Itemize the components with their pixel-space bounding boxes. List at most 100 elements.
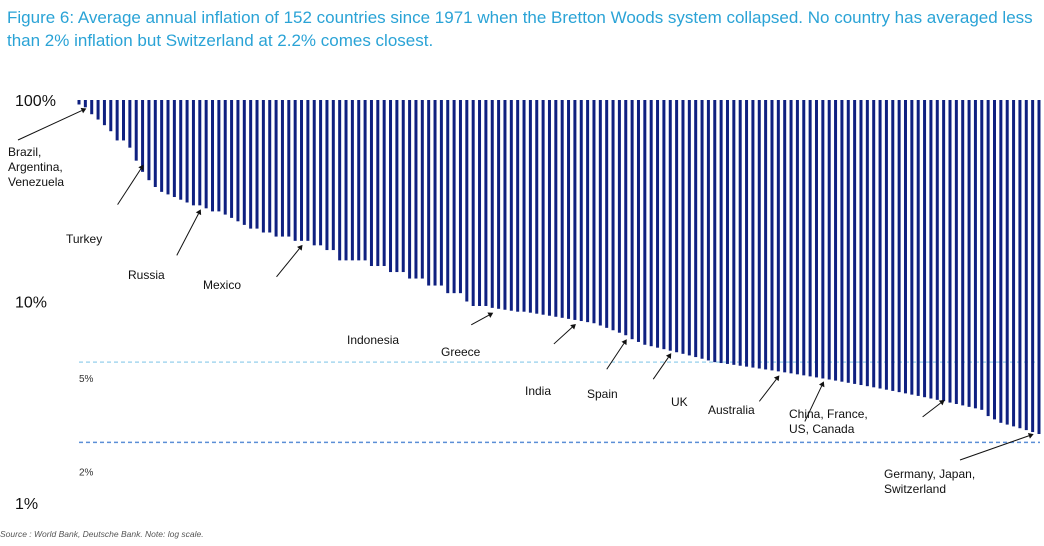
bar [910,100,914,395]
y-tick-label: 10% [15,295,47,312]
bar [363,100,367,261]
annotation-arrowhead [938,399,945,406]
bar [211,100,215,212]
annotation-arrow [606,343,625,370]
annotation-label: Brazil, Argentina, Venezuela [8,145,64,189]
annotation-arrowhead [297,244,303,251]
bar [280,100,284,237]
bar [458,100,462,294]
bar [713,100,717,363]
bar [261,100,265,233]
annotation-arrow [276,248,300,278]
annotation-arrowhead [621,339,627,346]
annotation-arrowhead [818,381,825,388]
bar [827,100,831,380]
bar [319,100,323,246]
bar [160,100,164,192]
bar [795,100,799,375]
bar [980,100,984,410]
bar [656,100,660,348]
bar [884,100,888,390]
bar [776,100,780,372]
bar [751,100,755,368]
bar [1031,100,1035,433]
bar [605,100,609,328]
bar [821,100,825,379]
bar [643,100,647,345]
bar [967,100,971,407]
bar [382,100,386,267]
bar [942,100,946,402]
annotation-arrow [117,168,142,205]
bar [465,100,469,302]
bar [1024,100,1028,431]
bar [331,100,335,251]
bar [916,100,920,396]
annotation-arrow [758,379,777,402]
bar [872,100,876,388]
bar [859,100,863,386]
annotation-label: UK [671,395,688,409]
annotation-label: Germany, Japan, Switzerland [884,467,975,496]
bar [166,100,170,195]
annotation-label: Greece [441,345,481,359]
bar [242,100,246,225]
bar [1005,100,1009,425]
bar [376,100,380,267]
bar [522,100,526,312]
bar [122,100,126,141]
annotation-arrowhead [1027,432,1034,439]
bar [954,100,958,404]
annotation-arrowhead [570,323,576,330]
bar [185,100,189,203]
bar [973,100,977,409]
bar [636,100,640,342]
bar [649,100,653,347]
source-note: Source : World Bank, Deutsche Bank. Note… [0,529,204,539]
bar [141,100,145,172]
bar [446,100,450,294]
annotation-arrowhead [487,312,494,318]
bar [745,100,749,367]
annotation-label: Mexico [203,278,241,292]
bar [255,100,259,229]
annotation-label: Indonesia [347,333,399,347]
bar [624,100,628,336]
bar [547,100,551,316]
bar [694,100,698,358]
annotation-arrowhead [195,209,202,216]
annotations: Brazil, Argentina, Venezuela Turkey Russia Me… [8,107,1034,496]
bar [878,100,882,389]
annotation-arrowhead [773,375,780,382]
bar [312,100,316,246]
annotation-arrow [553,326,573,345]
annotation-label: Spain [587,387,618,401]
bar [408,100,412,279]
bar [865,100,869,387]
bar [598,100,602,326]
bar [935,100,939,400]
bar [687,100,691,356]
bar [401,100,405,273]
bar [223,100,227,215]
bar [891,100,895,391]
bar [579,100,583,322]
bar [452,100,456,294]
annotation-arrow [471,314,490,326]
bar [357,100,361,261]
y-tick-label: 100% [15,93,56,110]
bar [338,100,342,261]
bar [198,100,202,206]
bar [808,100,812,377]
bar [179,100,183,200]
bar [325,100,329,251]
bar [427,100,431,286]
bar [471,100,475,306]
bar [115,100,119,141]
bar [554,100,558,317]
bar [490,100,494,308]
bar [420,100,424,279]
bar [840,100,844,382]
bar [764,100,768,370]
